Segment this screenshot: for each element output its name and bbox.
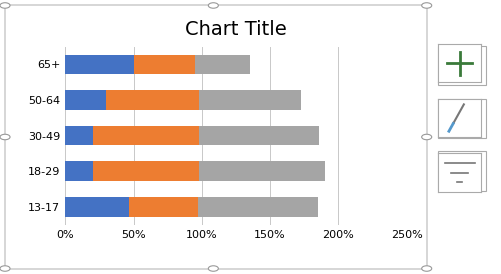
Bar (65, 90, 106, 110)
Bar (199, 90, 301, 110)
Bar (129, 197, 197, 216)
Title: Chart Title: Chart Title (185, 21, 286, 39)
Bar (437, 151, 485, 191)
Bar (199, 161, 324, 181)
Bar (437, 99, 485, 138)
Bar (65, 126, 92, 145)
Bar (199, 126, 319, 145)
Bar (65, 197, 129, 216)
Bar (106, 90, 199, 110)
Bar (437, 46, 485, 85)
Bar (92, 126, 199, 145)
Bar (92, 161, 199, 181)
Bar (133, 55, 194, 74)
Bar (65, 55, 133, 74)
Bar (65, 161, 92, 181)
Bar (197, 197, 317, 216)
Bar (194, 55, 249, 74)
